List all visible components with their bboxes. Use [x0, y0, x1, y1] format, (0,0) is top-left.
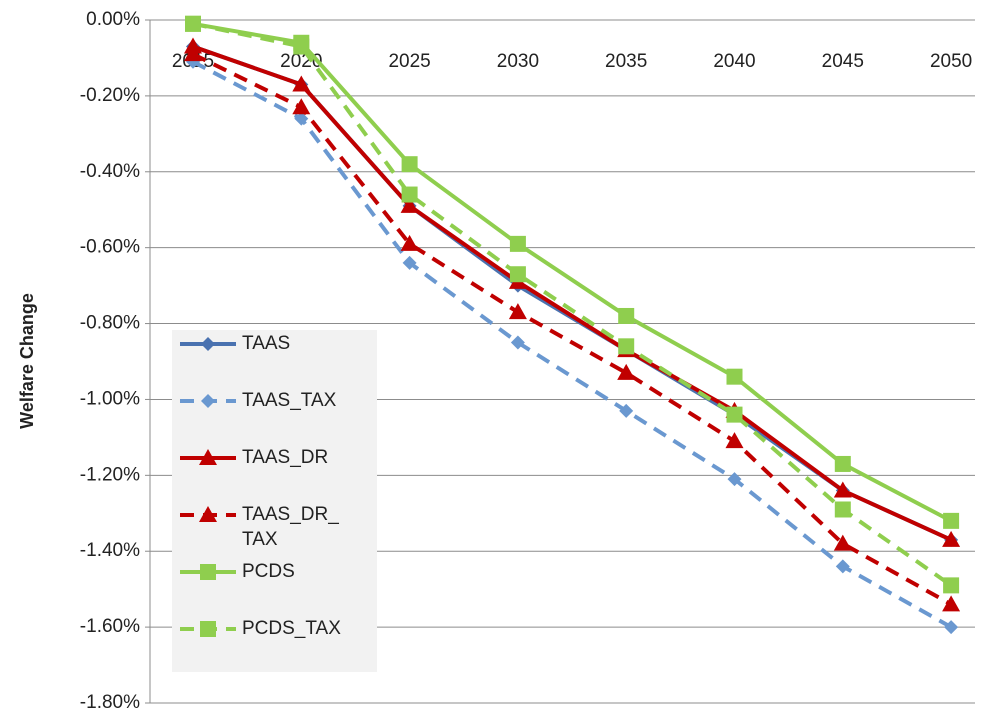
legend-label: TAAS_TAX: [242, 390, 337, 411]
series-line: [192, 52, 953, 607]
marker: [292, 75, 311, 92]
marker: [727, 472, 742, 487]
marker: [618, 307, 635, 324]
marker: [400, 234, 419, 251]
marker: [834, 455, 851, 472]
y-tick-label: -1.00%: [80, 388, 140, 409]
marker: [294, 111, 309, 126]
marker: [943, 512, 960, 529]
series-line: [192, 21, 953, 588]
legend-label: TAAS: [242, 333, 290, 354]
marker: [833, 481, 852, 498]
marker: [942, 595, 961, 612]
marker: [617, 363, 636, 380]
marker: [508, 303, 527, 320]
marker: [400, 196, 419, 213]
marker: [401, 156, 418, 173]
x-tick-label: 2050: [930, 51, 972, 72]
marker: [200, 564, 216, 580]
legend-box: [172, 330, 377, 672]
marker: [293, 38, 310, 55]
series-line: [192, 59, 953, 629]
y-tick-label: 0.00%: [86, 9, 140, 30]
series-line: [192, 21, 953, 523]
legend-label: TAAS_DR_ TAX: [242, 504, 339, 550]
marker: [199, 449, 217, 465]
marker: [834, 501, 851, 518]
marker: [201, 394, 215, 408]
marker: [200, 621, 216, 637]
marker: [292, 98, 311, 115]
marker: [618, 338, 635, 355]
marker: [619, 403, 634, 418]
legend-label: PCDS: [242, 561, 295, 582]
x-tick-label: 2045: [822, 51, 864, 72]
marker: [199, 506, 217, 522]
legend: TAAS TAAS_TAX TAAS_DR TAAS_DR_ TAX PCDS PCDS_T…: [172, 330, 377, 672]
y-tick-label: -0.80%: [80, 313, 140, 334]
marker: [942, 530, 961, 547]
marker: [943, 577, 960, 594]
x-tick-label: 2035: [605, 51, 647, 72]
x-tick-label: 2030: [497, 51, 539, 72]
legend-label: PCDS_TAX: [242, 618, 341, 639]
marker: [401, 186, 418, 203]
y-tick-label: -1.60%: [80, 616, 140, 637]
y-axis-label: Welfare Change: [17, 293, 37, 429]
marker: [833, 534, 852, 551]
marker: [185, 15, 201, 32]
marker: [510, 335, 525, 350]
y-tick-label: -0.20%: [80, 85, 140, 106]
y-tick-label: -0.60%: [80, 237, 140, 258]
marker: [184, 45, 202, 62]
marker: [726, 368, 743, 385]
legend-label: TAAS_DR: [242, 447, 328, 468]
marker: [201, 337, 215, 351]
marker: [509, 266, 526, 283]
marker: [725, 432, 744, 449]
marker: [835, 559, 850, 574]
y-tick-label: -1.20%: [80, 464, 140, 485]
series-line: [192, 44, 952, 542]
y-tick-label: -1.40%: [80, 540, 140, 561]
marker: [509, 235, 526, 252]
marker: [944, 620, 959, 635]
y-tick-label: -0.40%: [80, 161, 140, 182]
x-tick-label: 2040: [713, 51, 755, 72]
marker: [726, 406, 743, 423]
y-tick-label: -1.80%: [80, 692, 140, 713]
marker: [402, 255, 417, 270]
x-tick-label: 2025: [388, 51, 430, 72]
